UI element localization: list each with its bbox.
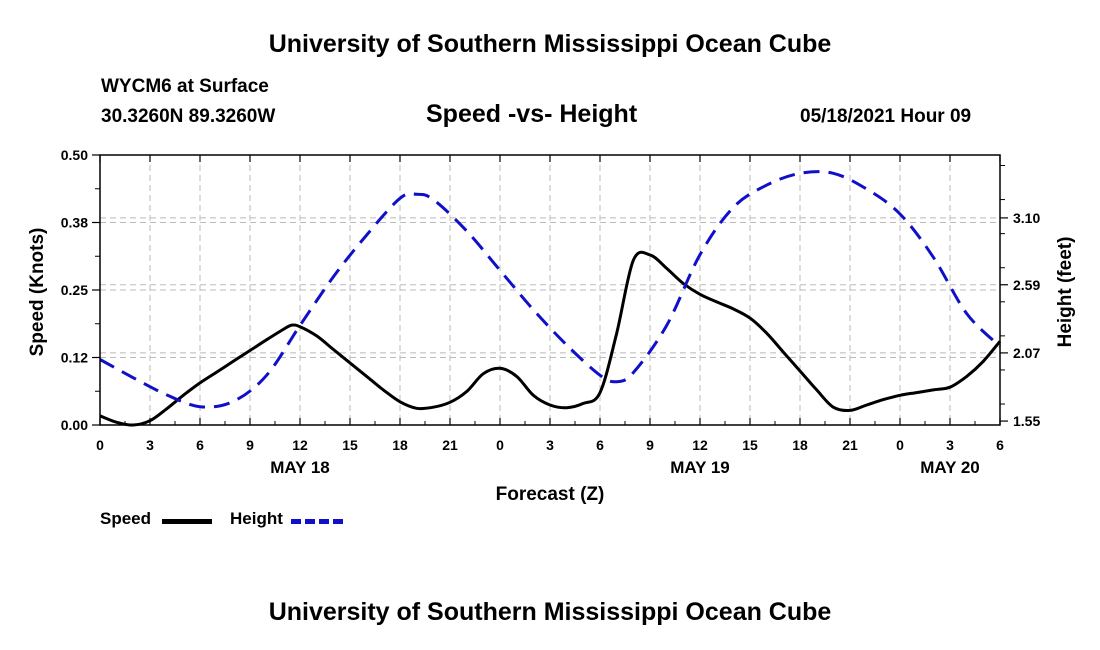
x-tick-label: 3 [546, 437, 554, 453]
y-tick-label: 0.38 [61, 215, 88, 231]
x-tick-label: 6 [996, 437, 1004, 453]
footer-title: University of Southern Mississippi Ocean… [268, 598, 832, 626]
date-label: MAY 19 [670, 458, 730, 477]
x-tick-label: 6 [596, 437, 604, 453]
x-tick-label: 9 [646, 437, 654, 453]
station-label: WYCM6 at Surface [101, 76, 269, 97]
legend-speed-swatch [162, 519, 212, 524]
x-tick-label: 18 [792, 437, 808, 453]
x-tick-label: 9 [246, 437, 254, 453]
x-tick-label: 6 [196, 437, 204, 453]
y-axis-title: Speed (Knots) [27, 228, 48, 357]
grid [100, 155, 1000, 425]
y2-tick-label: 2.07 [1013, 345, 1040, 361]
height-series-line [99, 170, 1002, 409]
x-tick-label: 0 [896, 437, 904, 453]
series-layer [99, 170, 1002, 427]
x-tick-label: 12 [292, 437, 308, 453]
x-tick-label: 3 [146, 437, 154, 453]
x-tick-label: 0 [496, 437, 504, 453]
coordinates-label: 30.3260N 89.3260W [101, 106, 276, 127]
date-label: MAY 20 [920, 458, 980, 477]
y2-axis-title: Height (feet) [1055, 237, 1076, 348]
legend-speed-label: Speed [100, 509, 152, 528]
x-axis-title: Forecast (Z) [496, 484, 605, 505]
x-tick-label: 18 [392, 437, 408, 453]
y2-tick-label: 1.55 [1013, 413, 1040, 429]
y-tick-label: 0.12 [61, 350, 88, 366]
legend-height-swatch [291, 519, 343, 524]
chart-title: University of Southern Mississippi Ocean… [268, 30, 832, 58]
chart-subtitle: Speed -vs- Height [426, 100, 638, 128]
x-tick-label: 3 [946, 437, 954, 453]
axis-ticks: 0 3 6 9 12 15 18 21 0 3 6 9 12 15 18 21 0 3 6 MAY 18 MAY 19 M… [61, 147, 1041, 477]
x-tick-label: 12 [692, 437, 708, 453]
speed-series-line [99, 250, 1002, 427]
date-label: MAY 18 [270, 458, 330, 477]
y2-tick-label: 3.10 [1013, 210, 1040, 226]
y-tick-label: 0.00 [61, 417, 88, 433]
x-tick-label: 15 [342, 437, 358, 453]
x-tick-label: 21 [842, 437, 858, 453]
x-tick-label: 0 [96, 437, 104, 453]
x-tick-label: 15 [742, 437, 758, 453]
y-tick-label: 0.25 [61, 282, 88, 298]
x-tick-label: 21 [442, 437, 458, 453]
y-tick-label: 0.50 [61, 147, 88, 163]
y2-tick-label: 2.59 [1013, 277, 1040, 293]
forecast-datetime: 05/18/2021 Hour 09 [800, 106, 972, 127]
legend-height-label: Height [230, 509, 283, 528]
